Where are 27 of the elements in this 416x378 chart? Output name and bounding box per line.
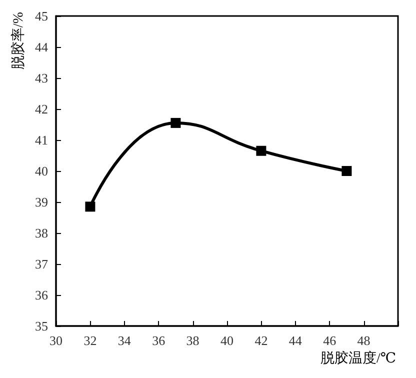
point [85, 202, 96, 212]
y-tick-label: 45 [35, 8, 48, 24]
x-tick-label: 46 [323, 333, 337, 348]
y-tick-label: 37 [35, 256, 48, 272]
y-tick-label: 35 [35, 318, 48, 334]
x-tick-label: 42 [254, 333, 268, 348]
y-tick-label: 36 [35, 288, 48, 302]
y-tick-label: 44 [35, 40, 48, 54]
x-tick-label: 44 [288, 333, 302, 348]
x-tick-label: 38 [186, 333, 200, 348]
x-tick-label: 48 [357, 333, 370, 348]
point [256, 146, 266, 156]
point [170, 118, 181, 128]
x-tick-label: 30 [50, 333, 62, 348]
y-tick-label: 42 [35, 102, 48, 116]
y-tick-label: 38 [35, 226, 48, 240]
x-tick-label: 32 [84, 333, 97, 348]
x-tick-label: 40 [220, 333, 234, 348]
x-tick-label: 36 [152, 333, 166, 348]
y-tick-label: 41 [35, 132, 48, 148]
y-axis-title: 脱胶率/% [10, 12, 26, 70]
y-tick-label: 40 [35, 164, 48, 178]
x-axis-title: 脱胶温度/℃ [320, 350, 396, 366]
y-tick-label: 39 [35, 194, 48, 210]
x-tick-label: 34 [118, 333, 132, 348]
point [342, 166, 352, 176]
y-tick-label: 43 [35, 70, 48, 86]
